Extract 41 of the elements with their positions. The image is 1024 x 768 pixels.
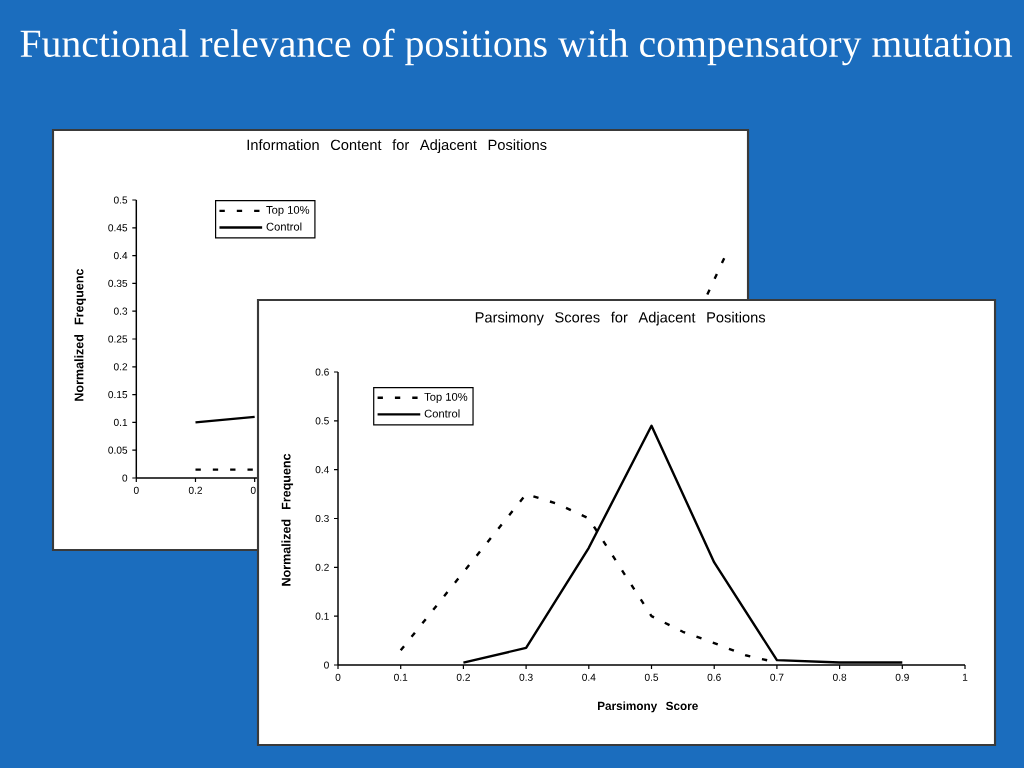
x-tick-label: 0.7 xyxy=(770,673,784,681)
legend-label: Control xyxy=(266,222,302,231)
y-tick-label: 0.5 xyxy=(315,417,329,425)
legend-label: Top 10% xyxy=(424,392,468,404)
y-axis-title: Normalized Frequenc xyxy=(74,268,86,401)
y-tick-label: 0.3 xyxy=(113,307,128,315)
text: Functional relevance of positions with compensatory mutation xyxy=(20,28,1013,66)
chart-title: Parsimony Scores for Adjacent Positions xyxy=(475,311,766,326)
x-tick-label: 0 xyxy=(335,673,341,681)
y-axis-title: Normalized Frequenc xyxy=(281,453,294,586)
y-tick-label: 0 xyxy=(324,661,329,669)
legend-label: Control xyxy=(424,409,460,418)
x-tick-label: 0.8 xyxy=(832,673,847,681)
y-tick-label: 0.6 xyxy=(315,368,329,376)
chart-title: Information Content for Adjacent Positions xyxy=(247,139,547,153)
y-tick-label: 0.3 xyxy=(315,514,329,523)
x-tick-label: 0.3 xyxy=(519,673,533,681)
y-tick-label: 0.2 xyxy=(113,363,128,371)
x-tick-label: 0.5 xyxy=(644,673,659,681)
y-tick-label: 0.4 xyxy=(315,466,330,474)
x-tick-label: 0.4 xyxy=(582,673,596,681)
y-tick-label: 0.35 xyxy=(108,279,128,287)
x-tick-label: 0 xyxy=(133,486,139,494)
y-tick-label: 0.5 xyxy=(113,196,128,204)
x-tick-label: 0.9 xyxy=(895,673,909,681)
x-tick-label: 0.2 xyxy=(188,486,203,494)
y-tick-label: 0.15 xyxy=(108,391,128,399)
y-tick-label: 0.05 xyxy=(108,446,128,454)
y-tick-label: 0.1 xyxy=(113,418,128,426)
x-tick-label: 0.1 xyxy=(394,673,408,681)
x-tick-label: 0.6 xyxy=(707,673,721,681)
x-axis-title: Parsimony Score xyxy=(598,701,698,713)
x-tick-label: 1 xyxy=(962,673,968,681)
y-tick-label: 0.25 xyxy=(108,335,128,343)
y-tick-label: 0.45 xyxy=(108,224,128,232)
legend-label: Top 10% xyxy=(266,205,310,217)
y-tick-label: 0.1 xyxy=(315,612,329,620)
y-tick-label: 0 xyxy=(122,474,128,482)
x-tick-label: 0.2 xyxy=(456,673,470,681)
y-tick-label: 0.2 xyxy=(315,563,329,571)
y-tick-label: 0.4 xyxy=(113,252,128,260)
